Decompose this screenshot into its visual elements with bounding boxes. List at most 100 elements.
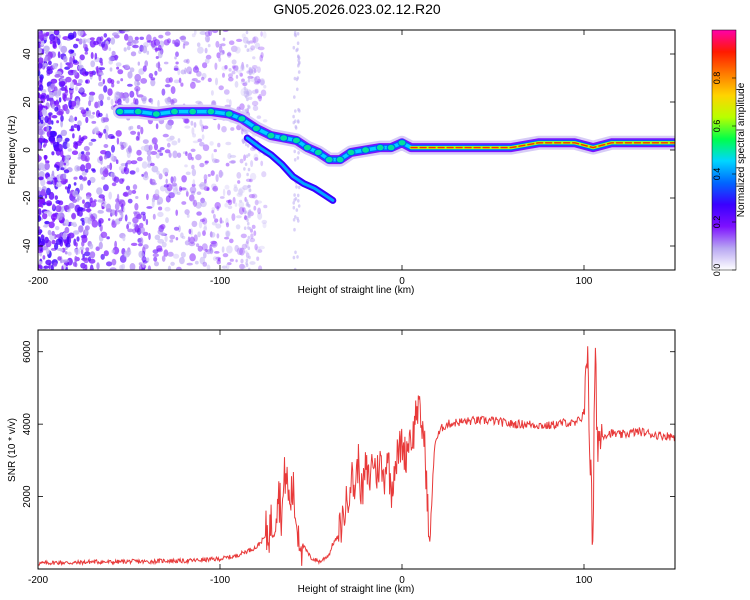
noise-blob xyxy=(108,47,112,51)
noise-blob xyxy=(48,191,55,200)
noise-blob xyxy=(156,170,160,175)
noise-blob xyxy=(297,219,300,223)
noise-blob xyxy=(104,168,109,175)
noise-blob xyxy=(238,206,245,215)
noise-blob xyxy=(91,120,97,124)
noise-blob xyxy=(190,81,196,89)
x-tick-label: 100 xyxy=(576,575,593,586)
noise-blob xyxy=(121,203,124,211)
noise-blob xyxy=(157,238,165,244)
noise-blob xyxy=(191,220,198,228)
noise-blob xyxy=(254,243,258,251)
noise-blob xyxy=(98,241,103,250)
noise-blob xyxy=(105,203,112,212)
noise-blob xyxy=(56,110,64,116)
noise-blob xyxy=(142,174,149,181)
noise-blob xyxy=(40,116,45,121)
noise-blob xyxy=(75,242,78,247)
noise-blob xyxy=(38,97,42,105)
noise-blob xyxy=(153,143,159,151)
noise-blob xyxy=(42,224,49,228)
ridge-blob xyxy=(133,107,143,116)
noise-blob xyxy=(202,62,208,69)
noise-blob xyxy=(201,243,208,251)
noise-blob xyxy=(181,175,187,183)
noise-blob xyxy=(229,238,234,244)
noise-blob xyxy=(52,139,56,145)
noise-blob xyxy=(236,192,243,198)
noise-blob xyxy=(48,92,55,98)
noise-blob xyxy=(156,245,163,252)
noise-blob xyxy=(245,178,252,182)
noise-blob xyxy=(296,193,300,198)
noise-blob xyxy=(191,183,196,187)
ridge-blob xyxy=(151,110,161,118)
noise-blob xyxy=(64,186,68,190)
noise-blob xyxy=(257,78,261,83)
noise-blob xyxy=(118,217,123,222)
noise-blob xyxy=(86,107,89,112)
noise-blob xyxy=(127,71,133,79)
noise-blob xyxy=(222,50,225,54)
noise-blob xyxy=(216,206,220,211)
noise-blob xyxy=(210,170,215,176)
ridge-blob xyxy=(206,107,216,116)
noise-blob xyxy=(202,230,206,237)
noise-blob xyxy=(173,226,180,231)
spectrogram-y-label: Frequency (Hz) xyxy=(7,116,18,185)
noise-blob xyxy=(122,235,126,242)
noise-blob xyxy=(64,226,70,234)
ridge-blob xyxy=(302,143,312,152)
noise-blob xyxy=(212,185,219,192)
noise-blob xyxy=(296,41,300,45)
noise-blob xyxy=(75,38,80,42)
noise-blob xyxy=(131,189,137,194)
noise-blob xyxy=(260,31,263,37)
noise-blob xyxy=(201,134,205,140)
noise-blob xyxy=(110,79,115,85)
noise-blob xyxy=(255,246,261,253)
noise-blob xyxy=(98,67,106,71)
noise-blob xyxy=(55,225,60,231)
noise-blob xyxy=(298,60,301,65)
noise-blob xyxy=(247,75,251,80)
noise-blob xyxy=(76,236,80,242)
noise-blob xyxy=(293,158,297,162)
noise-blob xyxy=(217,123,221,130)
noise-blob xyxy=(125,162,128,168)
noise-blob xyxy=(294,125,298,129)
noise-blob xyxy=(226,245,233,254)
noise-blob xyxy=(179,36,186,40)
noise-blob xyxy=(296,47,299,52)
spectrogram-scatter xyxy=(38,30,301,270)
noise-blob xyxy=(158,173,163,180)
noise-blob xyxy=(187,152,193,161)
noise-blob xyxy=(67,251,72,256)
noise-blob xyxy=(55,200,61,204)
noise-blob xyxy=(140,211,146,216)
noise-blob xyxy=(253,205,257,211)
noise-blob xyxy=(211,187,218,191)
noise-blob xyxy=(84,225,90,231)
ridge-blob xyxy=(251,124,261,133)
noise-blob xyxy=(220,220,224,224)
noise-blob xyxy=(185,188,188,193)
noise-blob xyxy=(82,199,85,204)
noise-blob xyxy=(69,56,73,65)
noise-blob xyxy=(246,48,250,52)
noise-blob xyxy=(151,137,158,145)
noise-blob xyxy=(110,153,115,161)
spectrogram-x-label: Height of straight line (km) xyxy=(298,285,415,296)
noise-blob xyxy=(204,248,208,253)
noise-blob xyxy=(231,213,236,222)
colorbar-swatch xyxy=(712,30,736,270)
noise-blob xyxy=(192,140,199,144)
noise-blob xyxy=(111,50,116,56)
noise-blob xyxy=(106,236,110,240)
noise-blob xyxy=(97,199,104,203)
noise-blob xyxy=(155,56,159,59)
noise-blob xyxy=(244,214,247,221)
noise-blob xyxy=(191,168,197,177)
noise-blob xyxy=(85,151,91,156)
noise-blob xyxy=(200,200,207,208)
